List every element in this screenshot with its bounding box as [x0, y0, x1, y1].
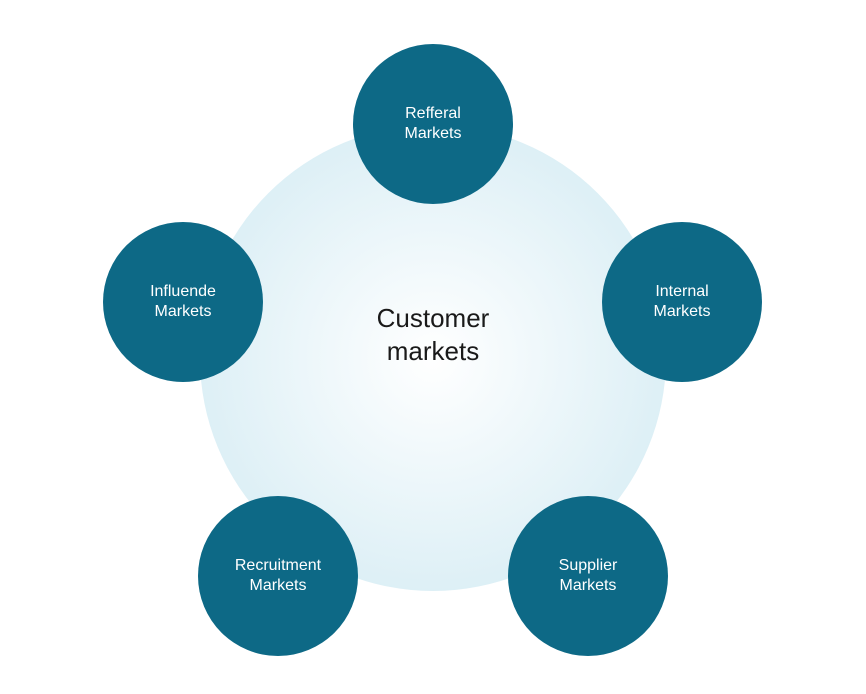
diagram-canvas: Customer markets Refferal Markets Intern…: [0, 0, 866, 694]
node-supplier: Supplier Markets: [508, 496, 668, 656]
node-influende: Influende Markets: [103, 222, 263, 382]
center-label: Customer markets: [233, 302, 633, 367]
node-internal: Internal Markets: [602, 222, 762, 382]
node-recruitment: Recruitment Markets: [198, 496, 358, 656]
node-refferal: Refferal Markets: [353, 44, 513, 204]
